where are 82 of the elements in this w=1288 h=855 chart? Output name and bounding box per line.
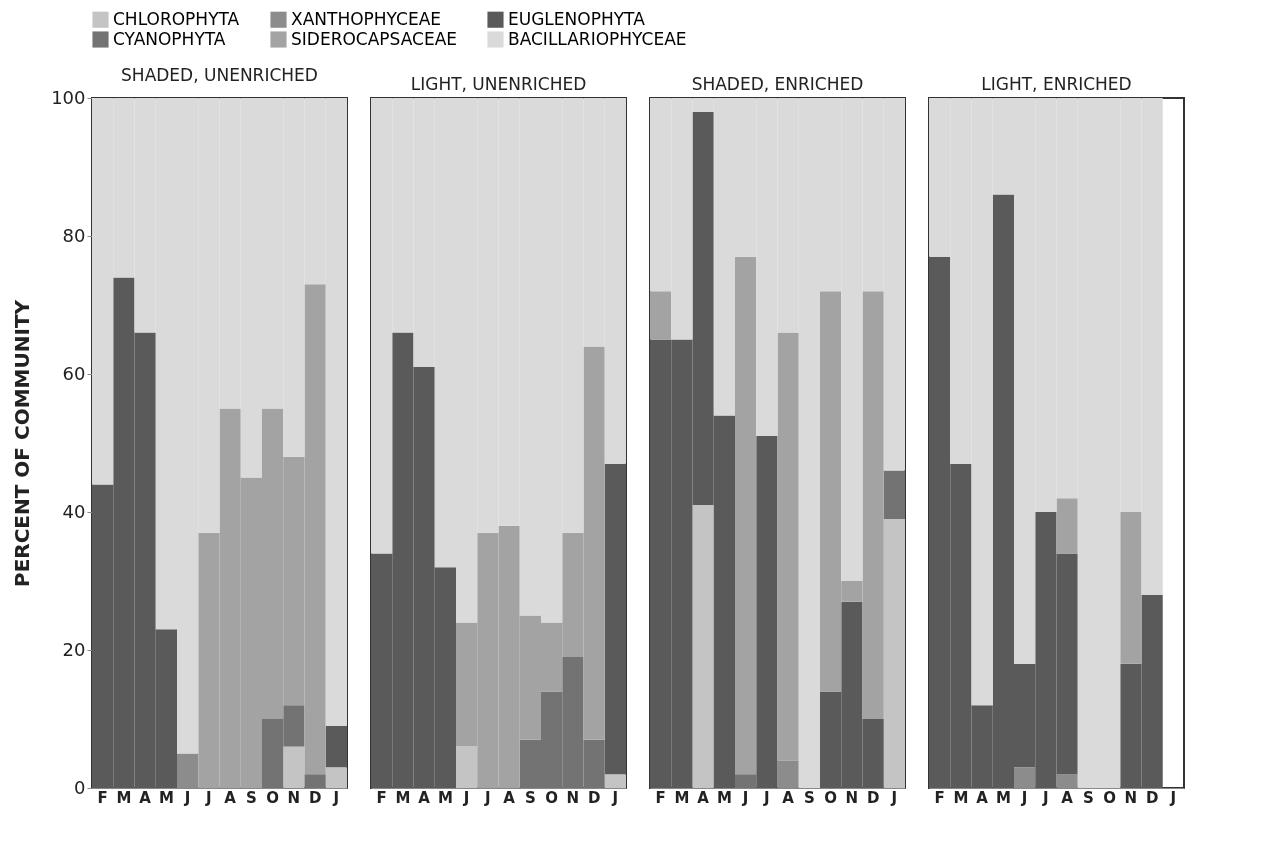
- legend-label: CHLOROPHYTA: [113, 8, 240, 29]
- x-tick-label: N: [845, 788, 859, 807]
- bar: [883, 470, 905, 519]
- x-tick-label: F: [376, 788, 387, 807]
- x-tick-label: J: [332, 788, 340, 807]
- x-tick-label: M: [953, 788, 969, 807]
- x-tick-label: M: [158, 788, 174, 807]
- bar: [456, 746, 478, 788]
- bar: [650, 291, 672, 340]
- bar: [325, 725, 347, 768]
- x-tick-label: N: [1124, 788, 1138, 807]
- chart-title: LIGHT, UNENRICHED: [410, 74, 587, 94]
- x-tick-label: F: [97, 788, 108, 807]
- legend-label: CYANOPHYTA: [113, 28, 226, 49]
- x-tick-label: D: [1145, 788, 1159, 807]
- bar: [735, 774, 757, 788]
- legend-label: XANTHOPHYCEAE: [291, 8, 442, 29]
- x-tick-label: S: [524, 788, 536, 807]
- x-tick-label: D: [587, 788, 601, 807]
- x-tick-label: J: [611, 788, 619, 807]
- bar: [1056, 498, 1078, 554]
- x-tick-label: O: [1103, 788, 1117, 807]
- x-tick-label: A: [224, 788, 237, 807]
- chart-title: LIGHT, ENRICHED: [981, 74, 1132, 94]
- x-tick-label: N: [566, 788, 580, 807]
- chart-title: SHADED, ENRICHED: [691, 74, 864, 94]
- bar: [735, 256, 757, 775]
- x-tick-label: M: [395, 788, 411, 807]
- x-tick-label: S: [245, 788, 257, 807]
- x-tick-label: A: [139, 788, 152, 807]
- x-tick-label: M: [995, 788, 1011, 807]
- bar: [325, 767, 347, 788]
- bar: [756, 436, 778, 788]
- x-tick-label: J: [205, 788, 212, 807]
- x-tick-label: J: [183, 788, 191, 807]
- x-tick-label: S: [803, 788, 815, 807]
- x-tick-label: O: [266, 788, 280, 807]
- x-tick-label: O: [824, 788, 838, 807]
- x-tick-label: S: [1082, 788, 1094, 807]
- x-tick-label: A: [782, 788, 795, 807]
- bar: [692, 505, 714, 788]
- x-tick-label: D: [866, 788, 880, 807]
- x-tick-label: D: [308, 788, 322, 807]
- bar: [883, 518, 905, 788]
- x-tick-label: F: [655, 788, 666, 807]
- bar: [604, 463, 626, 775]
- x-tick-label: J: [741, 788, 749, 807]
- x-tick-label: J: [462, 788, 470, 807]
- x-tick-label: F: [934, 788, 945, 807]
- bar: [604, 774, 626, 788]
- y-tick-label: 20: [62, 638, 86, 660]
- x-tick-label: M: [674, 788, 690, 807]
- bar: [1120, 512, 1142, 664]
- x-tick-label: J: [484, 788, 491, 807]
- y-tick-label: 40: [62, 500, 86, 522]
- x-tick-label: M: [437, 788, 453, 807]
- y-tick-label: 100: [51, 86, 86, 108]
- y-tick-label: 60: [62, 362, 86, 384]
- x-tick-label: J: [1020, 788, 1028, 807]
- y-tick-label: 0: [74, 776, 86, 798]
- x-tick-label: J: [763, 788, 770, 807]
- legend-label: SIDEROCAPSACEAE: [291, 28, 457, 49]
- legend-label: BACILLARIOPHYCEAE: [508, 28, 687, 49]
- x-tick-label: A: [1061, 788, 1074, 807]
- x-tick-label: M: [116, 788, 132, 807]
- x-tick-label: J: [1042, 788, 1049, 807]
- y-axis-title: PERCENT OF COMMUNITY: [10, 299, 35, 588]
- x-tick-label: A: [697, 788, 710, 807]
- bar: [283, 746, 305, 788]
- x-tick-label: A: [976, 788, 989, 807]
- bar: [777, 332, 799, 761]
- x-tick-label: N: [287, 788, 301, 807]
- x-tick-label: A: [418, 788, 431, 807]
- legend-label: EUGLENOPHYTA: [508, 8, 646, 29]
- x-tick-label: J: [890, 788, 898, 807]
- chart-title: SHADED, UNENRICHED: [121, 65, 318, 85]
- y-tick-label: 80: [62, 224, 86, 246]
- bar: [304, 774, 326, 788]
- x-tick-label: J: [1169, 788, 1177, 807]
- x-tick-label: A: [503, 788, 516, 807]
- x-tick-label: M: [716, 788, 732, 807]
- x-tick-label: O: [545, 788, 559, 807]
